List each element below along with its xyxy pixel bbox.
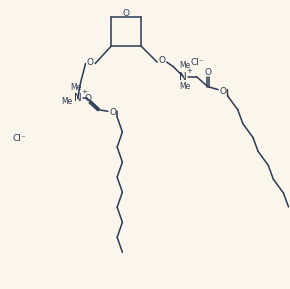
Text: +: + [186,68,192,73]
Text: O: O [220,86,226,96]
Text: O: O [109,108,116,117]
Text: Me: Me [71,83,82,92]
Text: Me: Me [179,61,190,70]
Text: Cl⁻: Cl⁻ [191,58,204,67]
Text: Me: Me [179,82,190,91]
Text: N: N [74,93,81,103]
Text: N: N [180,72,187,81]
Text: O: O [87,58,94,67]
Text: Cl⁻: Cl⁻ [12,134,26,143]
Text: O: O [84,94,91,103]
Text: O: O [123,9,130,18]
Text: O: O [159,56,166,65]
Text: O: O [204,68,211,77]
Text: +: + [81,89,87,95]
Text: Me: Me [61,97,72,106]
